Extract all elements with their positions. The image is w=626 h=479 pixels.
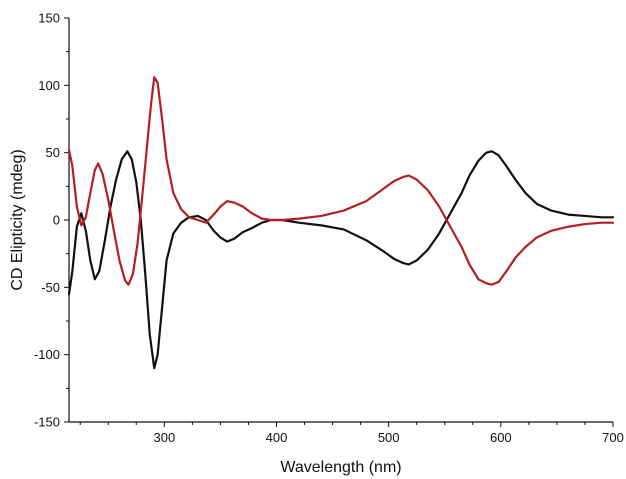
x-tick-label: 500 (378, 430, 400, 445)
series-line-2 (67, 76, 615, 286)
x-tick-label: 300 (153, 430, 175, 445)
x-tick-label: 400 (266, 430, 288, 445)
y-tick-label: 0 (53, 213, 60, 228)
x-axis-title: Wavelength (nm) (280, 459, 401, 476)
y-tick-label: -100 (34, 347, 60, 362)
series-line-1 (67, 150, 615, 370)
plot-area: 300 400 500 600 700 -150 -100 -50 0 50 100 150 (34, 11, 624, 446)
x-axis-ticks: 300 400 500 600 700 (79, 422, 624, 445)
x-tick-label: 600 (490, 430, 512, 445)
y-tick-label: -150 (34, 415, 60, 430)
y-tick-label: 50 (46, 145, 60, 160)
y-tick-label: 150 (38, 11, 60, 26)
series-group (67, 76, 615, 370)
y-axis-ticks: -150 -100 -50 0 50 100 150 (34, 11, 69, 430)
y-axis-title: CD Elipticity (mdeg) (9, 149, 26, 290)
y-tick-label: -50 (41, 280, 60, 295)
y-tick-label: 100 (38, 78, 60, 93)
x-tick-label: 700 (602, 430, 624, 445)
